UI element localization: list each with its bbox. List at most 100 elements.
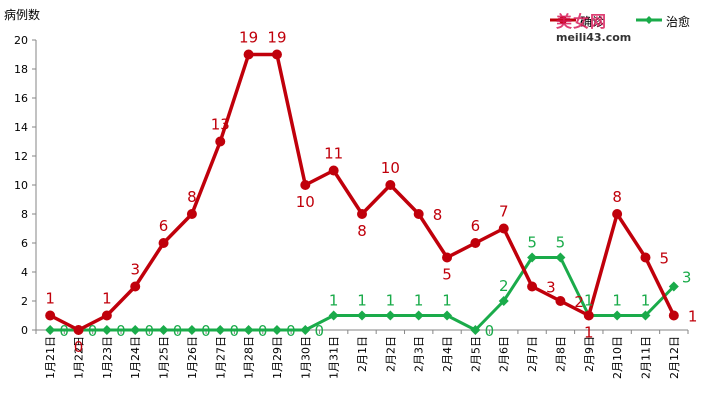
cured-data-label: 0 [144,322,154,340]
confirmed-data-label: 10 [296,193,315,211]
cured-data-label: 1 [357,292,367,310]
x-tick-label: 2月4日 [441,336,454,372]
confirmed-data-label: 7 [499,203,509,221]
cured-data-label: 1 [612,292,622,310]
cured-point [612,310,623,321]
cured-data-label: 1 [414,292,424,310]
x-tick-label: 1月29日 [271,336,284,379]
watermark-logo-text: 美女网 [556,12,608,31]
confirmed-data-label: 8 [433,206,443,224]
x-tick-label: 2月10日 [611,336,624,379]
confirmed-data-label: 8 [612,188,622,206]
legend: 确诊 治愈 [520,4,700,30]
x-tick-label: 2月12日 [668,336,681,379]
cured-point [527,252,538,263]
cured-data-label: 5 [556,234,566,252]
confirmed-data-label: 8 [357,222,367,240]
confirmed-series-line [49,52,676,332]
confirmed-point [612,209,623,219]
x-tick-label: 2月2日 [384,336,397,372]
cured-point [668,281,679,292]
confirmed-data-label: 6 [471,217,481,235]
cured-point [385,310,396,321]
confirmed-point [470,238,481,248]
y-tick-label: 18 [14,63,28,76]
confirmed-point [555,296,566,306]
x-tick-label: 1月27日 [214,336,227,379]
cured-point [442,310,453,321]
confirmed-point [271,49,282,60]
cured-point [357,310,367,321]
y-tick-label: 16 [14,92,28,105]
x-tick-label: 1月31日 [328,336,341,379]
cured-data-label: 0 [229,322,239,340]
confirmed-point [130,281,141,292]
confirmed-point [357,209,367,219]
cured-data-label: 0 [88,322,98,340]
y-tick-label: 12 [14,150,28,163]
cured-data-label: 1 [584,292,594,310]
confirmed-point [385,180,396,190]
y-tick-label: 4 [21,266,28,279]
cured-data-label: 0 [315,322,325,340]
y-axis-label: 病例数 [4,8,41,22]
cured-data-label: 0 [59,322,69,340]
x-tick-label: 1月30日 [299,336,312,379]
confirmed-point [186,209,197,219]
cured-point [215,325,226,335]
y-tick-label: 2 [21,295,28,308]
x-tick-label: 1月24日 [129,336,142,379]
watermark-url-text: meili43.com [556,31,632,44]
x-tick-label: 1月22日 [73,336,86,379]
cured-data-label: 0 [286,322,296,340]
confirmed-point [45,310,56,321]
x-tick-label: 2月3日 [413,336,426,372]
x-tick-label: 2月9日 [583,336,596,372]
cured-point [271,325,282,335]
cured-point [45,325,56,335]
y-tick-label: 10 [14,179,28,192]
confirmed-point [158,238,169,248]
confirmed-data-label: 19 [239,29,258,47]
cured-data-label: 0 [173,322,183,340]
cured-data-label: 1 [641,292,651,310]
cured-point [555,252,566,263]
confirmed-data-label: 1 [584,324,594,342]
confirmed-point [300,180,311,190]
y-tick-label: 6 [21,237,28,250]
x-tick-label: 1月26日 [186,336,199,379]
y-tick-label: 8 [21,208,28,221]
confirmed-data-label: 19 [267,29,286,47]
confirmed-data-label: 10 [381,159,400,177]
cured-data-label: 5 [527,234,537,252]
cured-point [158,325,169,335]
cured-data-label: 2 [499,277,509,295]
confirmed-data-label: 1 [102,290,112,308]
cured-point [328,310,339,321]
legend-cured-marker [645,16,653,24]
confirmed-data-label: 6 [159,217,169,235]
cured-point [413,310,424,321]
cured-point [130,325,141,335]
cured-data-label: 1 [442,292,452,310]
confirmed-data-label: 1 [688,308,698,326]
confirmed-point [498,223,509,234]
cured-data-label: 0 [116,322,126,340]
cured-data-label: 1 [329,292,339,310]
cured-data-label: 0 [258,322,268,340]
confirmed-data-label: 0 [74,338,84,356]
confirmed-data-label: 3 [546,279,556,297]
confirmed-data-label: 5 [659,250,669,268]
y-tick-label: 0 [21,324,28,337]
cured-data-label: 0 [485,322,495,340]
confirmed-point [583,310,594,321]
y-tick-label: 20 [14,34,28,47]
confirmed-data-label: 1 [45,290,55,308]
confirmed-data-label: 5 [442,266,452,284]
confirmed-point [442,252,453,263]
confirmed-data-label: 2 [574,293,584,311]
legend-confirmed-label: 确诊 [580,15,605,29]
legend-confirmed-marker [559,16,567,24]
cured-point [101,325,112,335]
x-tick-label: 1月21日 [44,336,57,379]
